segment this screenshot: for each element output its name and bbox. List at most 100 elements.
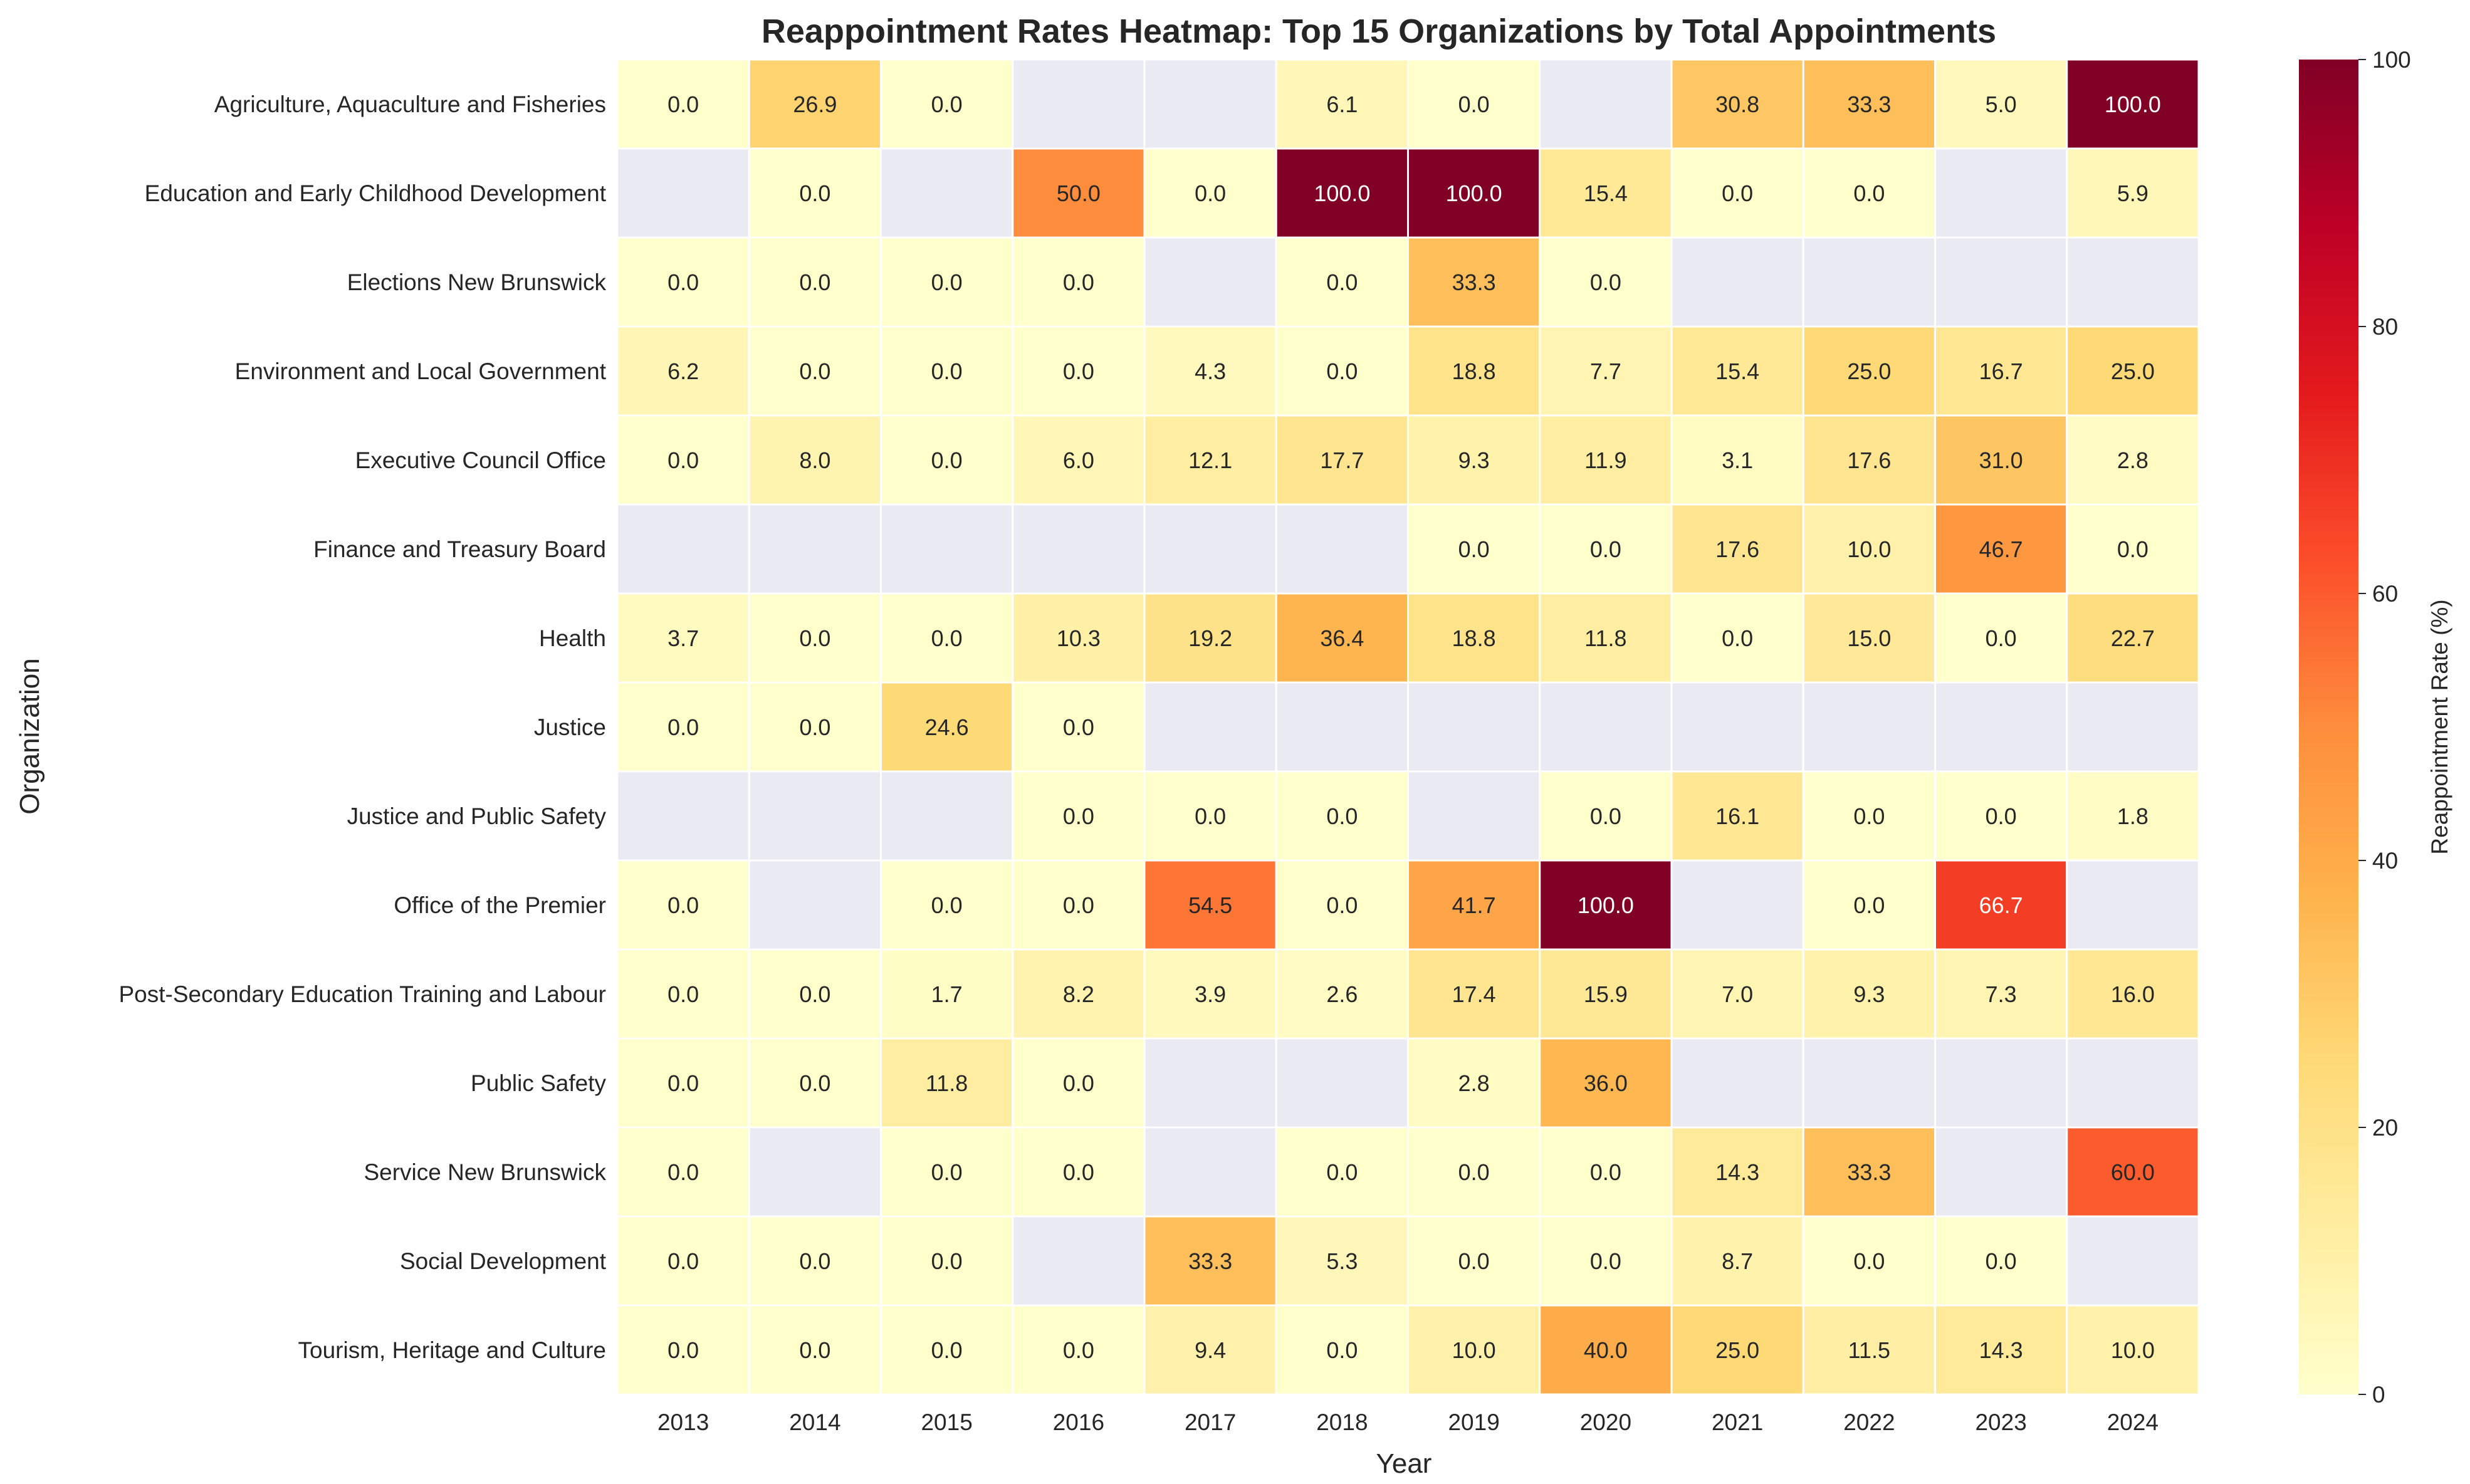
cell-value-label: 0.0 [1326,803,1358,829]
cell-value-label: 6.1 [1326,91,1358,117]
heatmap-cell [1934,58,2068,150]
heatmap-cell [1143,58,1277,150]
x-tick-label: 2024 [2107,1409,2159,1435]
cell-value-label: 18.8 [1452,358,1496,384]
cell-value-label: 0.0 [1458,536,1490,562]
heatmap-cell [616,503,750,595]
x-tick-label: 2016 [1053,1409,1104,1435]
y-tick-label: Justice [534,714,606,740]
heatmap-cell [1539,236,1673,328]
heatmap-cell [1275,770,1409,862]
heatmap-cell [748,147,882,239]
cell-value-label: 0.0 [1458,1159,1490,1185]
cell-value-label: 25.0 [2111,358,2155,384]
heatmap-cell [616,681,750,773]
heatmap-cell [2066,1215,2200,1307]
cell-value-label: 0.0 [1590,269,1621,295]
cell-value-label: 24.6 [925,714,969,740]
heatmap-cell [1275,859,1409,951]
heatmap-cell [1143,1215,1277,1307]
y-tick-label: Service New Brunswick [364,1159,606,1185]
cell-value-label: 17.6 [1847,447,1891,473]
heatmap-cell [1275,236,1409,328]
heatmap-cell [1670,58,1804,150]
heatmap-cell [748,1304,882,1396]
cell-value-label: 25.0 [1847,358,1891,384]
heatmap-cell [2066,1304,2200,1396]
heatmap-cell [1670,1304,1804,1396]
cell-value-label: 0.0 [667,714,699,740]
heatmap-cell [1802,1215,1936,1307]
heatmap-cell [2066,503,2200,595]
cell-value-label: 7.3 [1986,981,2017,1007]
heatmap-cell [748,236,882,328]
cell-value-label: 1.8 [2117,803,2148,829]
cell-value-label: 0.0 [931,91,963,117]
heatmap-cell [1802,770,1936,862]
cell-value-label: 0.0 [931,625,963,651]
cell-value-label: 66.7 [1979,892,2023,918]
heatmap-cell [1012,1215,1146,1307]
heatmap-cell [1934,1037,2068,1129]
cell-value-label: 33.3 [1847,91,1891,117]
heatmap-cell [1275,414,1409,506]
cell-value-label: 3.9 [1195,981,1226,1007]
cell-value-label: 5.3 [1326,1248,1358,1274]
cell-value-label: 0.0 [667,981,699,1007]
heatmap-cells: 0.0 26.9 0.0 6.1 0.0 30.8 33.3 5.0 100.0 0.0 50.0 0… [616,58,2200,1396]
y-tick-label: Finance and Treasury Board [313,536,606,562]
cell-value-label: 11.5 [1848,1337,1890,1363]
y-tick-label: Public Safety [471,1070,606,1096]
heatmap-cell [1539,503,1673,595]
heatmap-cell [880,948,1014,1040]
cell-value-label: 0.0 [799,981,830,1007]
cell-value-label: 100.0 [1314,180,1370,206]
heatmap-cell [880,503,1014,595]
cell-value-label: 15.4 [1715,358,1759,384]
heatmap-cell [1539,770,1673,862]
heatmap-cell [880,325,1014,417]
cell-value-label: 40.0 [1584,1337,1628,1363]
heatmap-cell [1539,1126,1673,1218]
heatmap-cell [1539,58,1673,150]
x-axis-label: Year [1376,1448,1432,1479]
cell-value-label: 0.0 [1195,180,1226,206]
cell-value-label: 0.0 [1986,803,2017,829]
heatmap-cell [1934,592,2068,684]
heatmap-cell [1802,859,1936,951]
heatmap-cell [1275,948,1409,1040]
heatmap-cell [1143,147,1277,239]
heatmap-cell [1802,948,1936,1040]
heatmap-cell [1012,1304,1146,1396]
heatmap-cell [1407,1215,1541,1307]
heatmap-cell [1802,147,1936,239]
cell-value-label: 0.0 [799,358,830,384]
heatmap-cell [1802,1304,1936,1396]
cell-value-label: 0.0 [1063,269,1094,295]
heatmap-cell [616,147,750,239]
cell-value-label: 0.0 [1853,803,1885,829]
heatmap-cell [748,58,882,150]
heatmap-cell [616,770,750,862]
colorbar-tick-label: 60 [2372,581,2398,607]
heatmap-cell [1012,859,1146,951]
cell-value-label: 46.7 [1979,536,2023,562]
heatmap-cell [1012,503,1146,595]
heatmap-cell [880,859,1014,951]
heatmap-cell [1802,414,1936,506]
cell-value-label: 8.0 [799,447,830,473]
cell-value-label: 16.7 [1979,358,2023,384]
cell-value-label: 50.0 [1057,180,1101,206]
cell-value-label: 3.7 [667,625,699,651]
heatmap-cell [1407,1037,1541,1129]
heatmap-cell [1670,236,1804,328]
heatmap-cell [1802,236,1936,328]
y-tick-label: Tourism, Heritage and Culture [298,1337,607,1363]
cell-value-label: 31.0 [1979,447,2023,473]
heatmap-cell [880,147,1014,239]
heatmap-cell [1275,592,1409,684]
heatmap-cell [748,770,882,862]
cell-value-label: 41.7 [1452,892,1496,918]
x-tick-label: 2021 [1712,1409,1763,1435]
